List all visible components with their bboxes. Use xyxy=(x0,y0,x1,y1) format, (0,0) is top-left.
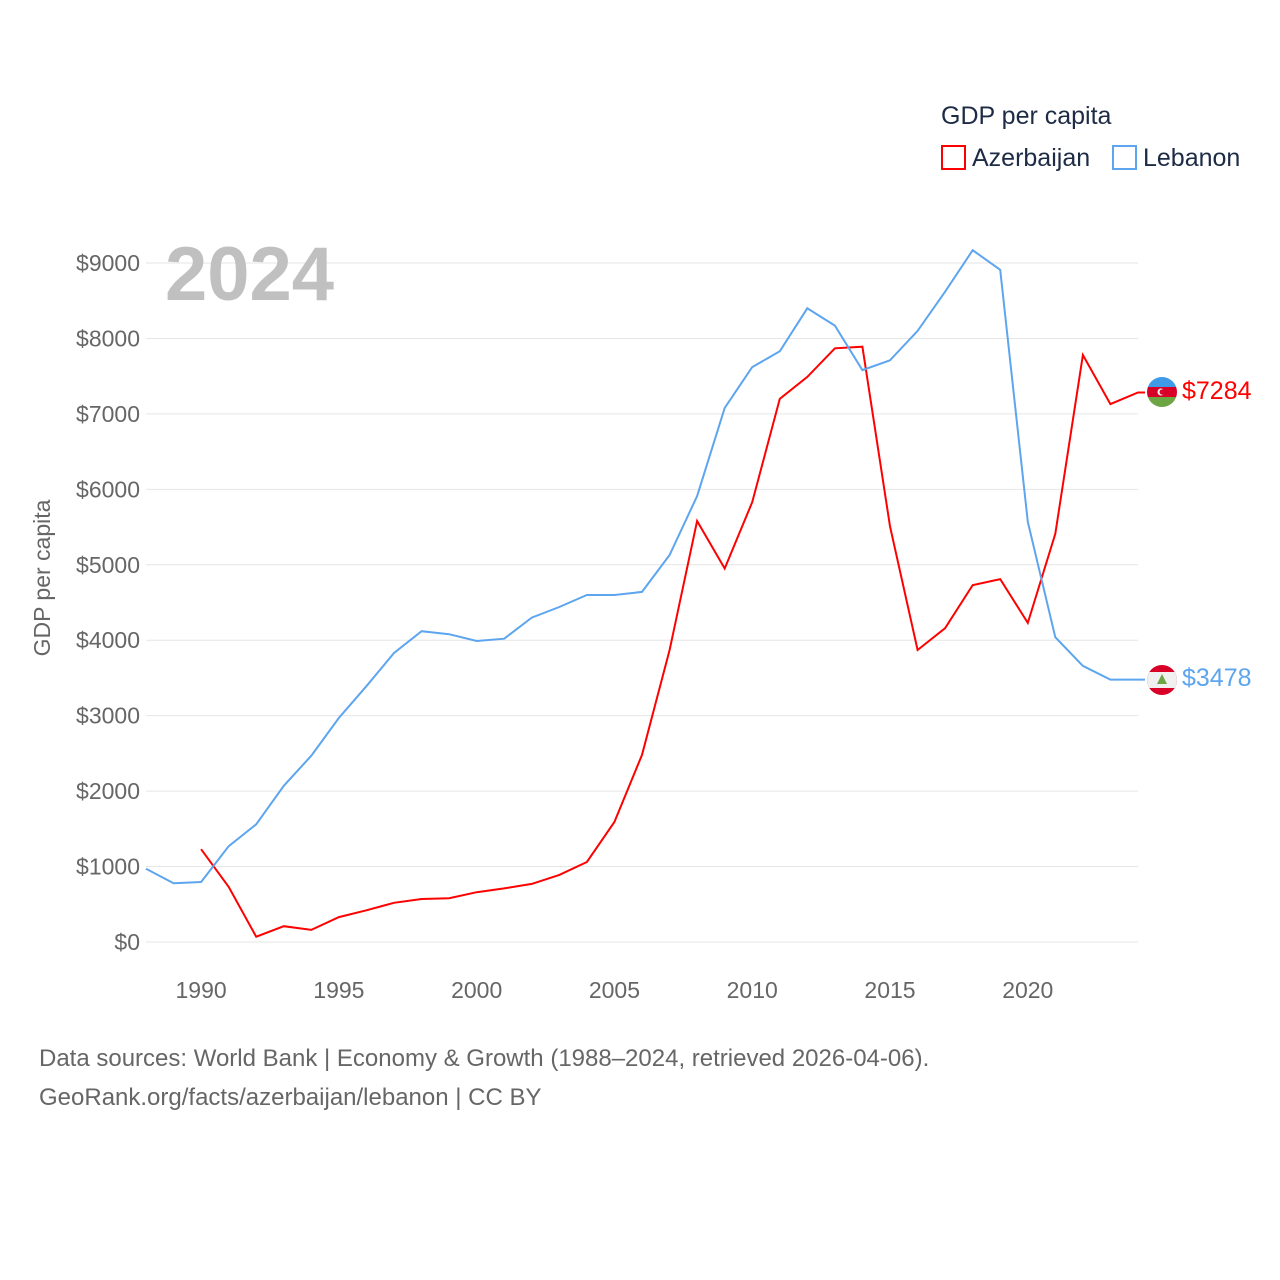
y-axis-label: GDP per capita xyxy=(29,499,55,656)
y-tick-label: $1000 xyxy=(76,854,140,880)
legend-item-lebanon[interactable]: Lebanon xyxy=(1112,144,1240,172)
legend-title: GDP per capita xyxy=(941,102,1112,130)
x-tick-label: 1995 xyxy=(313,977,364,1003)
data-source-text: Data sources: World Bank | Economy & Gro… xyxy=(39,1045,930,1072)
series-line-lebanon xyxy=(145,248,1145,885)
attribution-text: GeoRank.org/facts/azerbaijan/lebanon | C… xyxy=(39,1084,542,1111)
legend-swatch-lebanon xyxy=(1112,145,1137,170)
end-label-lebanon: $3478 xyxy=(1182,664,1252,692)
y-tick-label: $2000 xyxy=(76,778,140,804)
y-tick-label: $0 xyxy=(114,929,140,955)
y-axis: $0 $1000 $2000 $3000 $4000 $5000 $6000 $7000 $80… xyxy=(76,250,140,955)
y-tick-label: $5000 xyxy=(76,552,140,578)
y-tick-label: $8000 xyxy=(76,325,140,351)
y-tick-label: $6000 xyxy=(76,476,140,502)
y-tick-label: $4000 xyxy=(76,627,140,653)
y-tick-label: $7000 xyxy=(76,401,140,427)
legend-label-lebanon: Lebanon xyxy=(1143,144,1240,172)
y-tick-label: $3000 xyxy=(76,703,140,729)
x-tick-label: 2015 xyxy=(864,977,915,1003)
grid xyxy=(146,262,1138,943)
x-tick-label: 2005 xyxy=(589,977,640,1003)
x-tick-label: 2020 xyxy=(1002,977,1053,1003)
y-tick-label: $9000 xyxy=(76,250,140,276)
x-tick-label: 2010 xyxy=(727,977,778,1003)
x-tick-label: 2000 xyxy=(451,977,502,1003)
series-line-azerbaijan xyxy=(200,345,1145,938)
lebanon-flag-icon xyxy=(1147,665,1177,695)
legend-swatch-azerbaijan xyxy=(941,145,966,170)
legend-item-azerbaijan[interactable]: Azerbaijan xyxy=(941,144,1090,172)
legend-label-azerbaijan: Azerbaijan xyxy=(972,144,1090,172)
azerbaijan-flag-icon xyxy=(1147,377,1177,407)
x-axis: 1990 1995 2000 2005 2010 2015 2020 xyxy=(176,977,1054,1003)
end-label-azerbaijan: $7284 xyxy=(1182,377,1252,405)
x-tick-label: 1990 xyxy=(176,977,227,1003)
series-lines xyxy=(145,248,1145,938)
year-label: 2024 xyxy=(165,232,334,317)
